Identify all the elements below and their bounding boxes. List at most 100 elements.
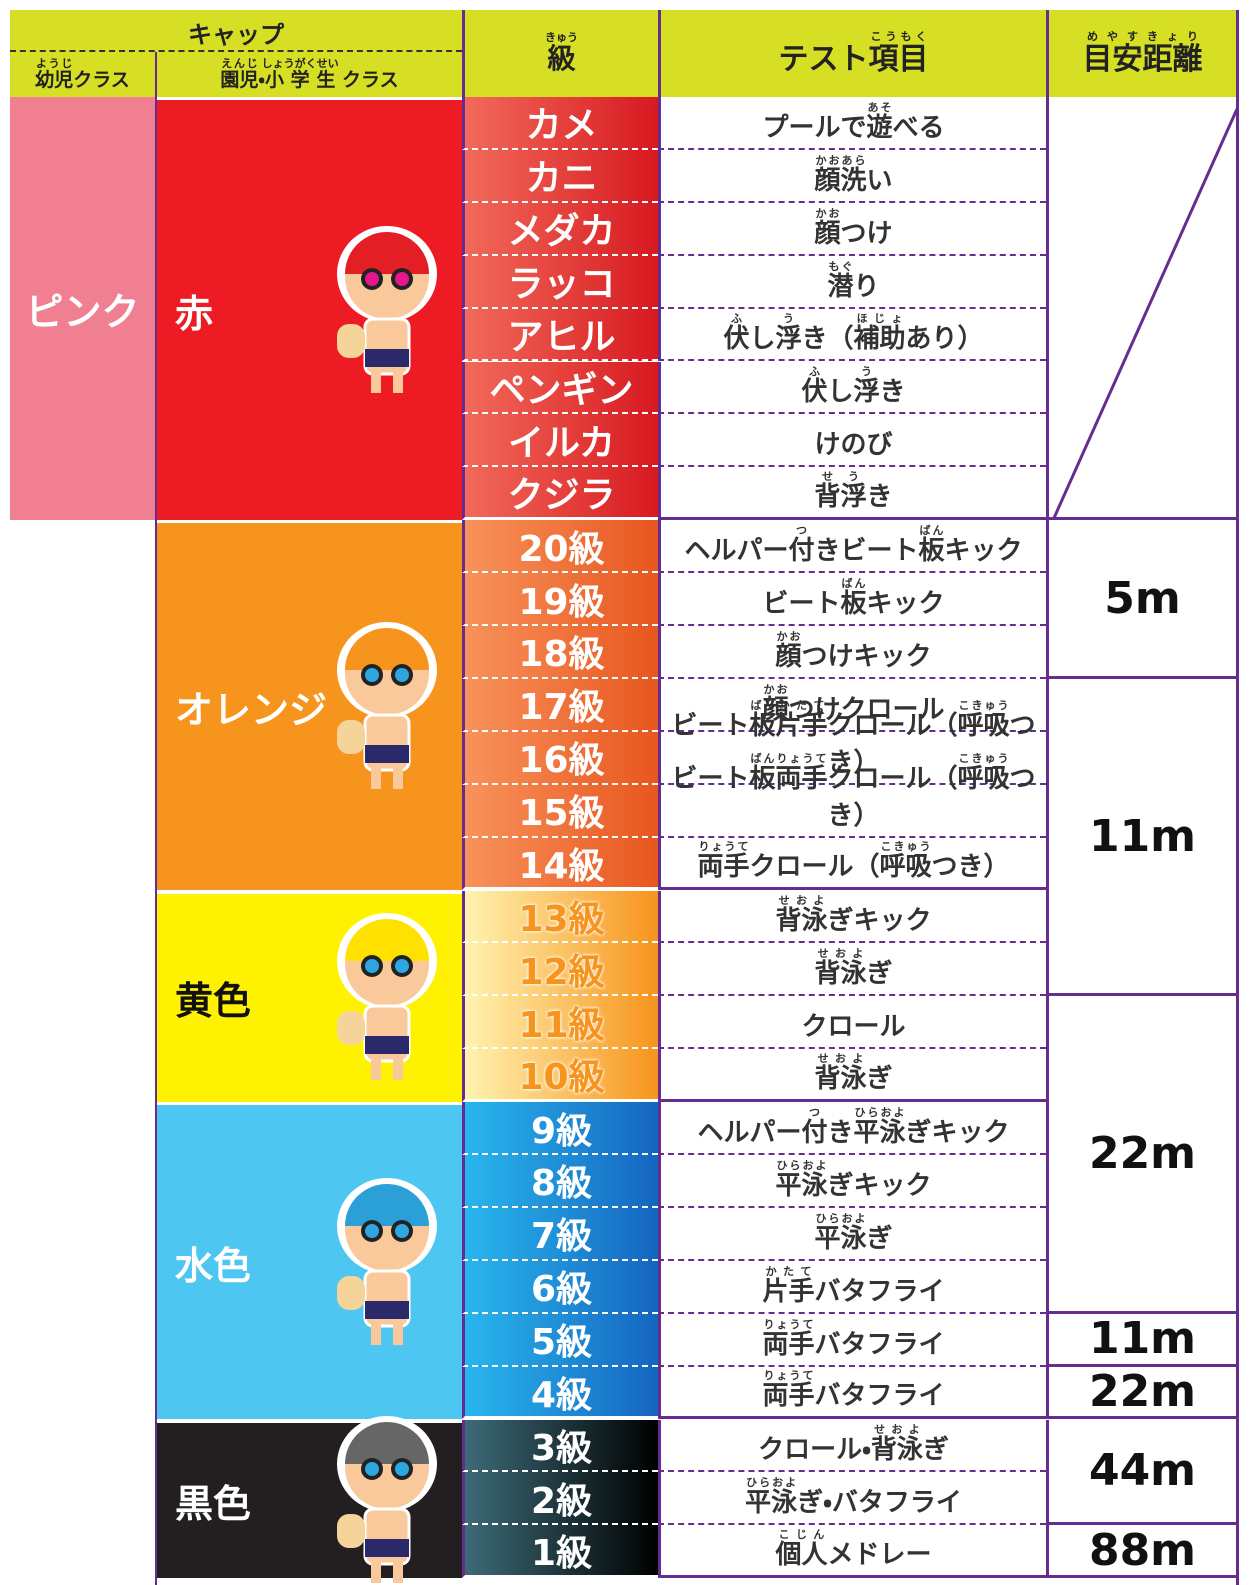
reading: こうもく bbox=[868, 29, 929, 43]
test-cell: クロール・背泳せおよぎ bbox=[658, 1419, 1046, 1473]
ruby-text: 浮う bbox=[775, 312, 801, 354]
text: 44m bbox=[1088, 1445, 1197, 1497]
ruby-text: 背せ bbox=[814, 470, 840, 512]
distance-cell: 5m bbox=[1046, 520, 1236, 679]
base: 平泳 bbox=[745, 1488, 798, 1519]
reading: こきゅう bbox=[879, 840, 932, 854]
base: ぎ bbox=[866, 1223, 893, 1254]
reading: かおあら bbox=[814, 153, 867, 167]
distance-cell: 88m bbox=[1046, 1525, 1236, 1579]
text: 園児えんじ・小学生しょうがくせい クラス bbox=[220, 57, 398, 92]
base: 補助 bbox=[853, 324, 906, 355]
base: ビート bbox=[671, 763, 750, 794]
level-cell: イルカ bbox=[462, 414, 658, 468]
base: ヘルパー bbox=[684, 536, 789, 567]
swimmer-icon bbox=[337, 1415, 437, 1583]
base: つけ bbox=[840, 218, 893, 249]
base: 浮 bbox=[853, 377, 880, 408]
base: クロール・ bbox=[758, 1435, 871, 1466]
level-cell: 6級 bbox=[462, 1260, 658, 1314]
base: キック bbox=[866, 588, 945, 619]
reading: せおよ bbox=[775, 894, 828, 908]
base: 園児 bbox=[220, 69, 259, 91]
reading: ようじ bbox=[35, 57, 74, 70]
text: クロール bbox=[801, 1006, 905, 1043]
distance-blank bbox=[1046, 97, 1239, 521]
ruby-text: 両手りょうて bbox=[775, 752, 827, 794]
swimmer-icon bbox=[337, 1177, 437, 1345]
text: 19級 bbox=[518, 581, 605, 623]
base: バタフライ bbox=[814, 1329, 945, 1360]
level-cell: 4級 bbox=[462, 1366, 658, 1420]
reading: えんじ bbox=[220, 57, 259, 70]
text: 両手りょうてバタフライ bbox=[762, 1369, 944, 1412]
ruby-text: 小学生しょうがくせい bbox=[262, 57, 339, 91]
ruby-text: 顔かお bbox=[814, 207, 841, 249]
ruby-text: 呼吸こきゅう bbox=[958, 699, 1010, 741]
base: り bbox=[853, 271, 880, 302]
test-cell: 背せ浮うき bbox=[658, 467, 1046, 521]
text: 背泳せおよぎ bbox=[814, 1052, 892, 1095]
text: 5級 bbox=[530, 1322, 593, 1364]
header-distance: 目安めやす距離きょり bbox=[1046, 10, 1236, 97]
test-cell: 顔かおつけキック bbox=[658, 626, 1046, 679]
base: つき） bbox=[827, 710, 1036, 778]
base: し bbox=[749, 324, 776, 355]
test-cell: 平泳ひらおよぎ・バタフライ bbox=[658, 1472, 1046, 1526]
distance-cell: 22m bbox=[1046, 996, 1236, 1314]
text: 水色 bbox=[175, 1243, 252, 1288]
ruby-text: 背泳せおよ bbox=[814, 1052, 866, 1094]
test-cell: プールで遊あそべる bbox=[658, 97, 1046, 150]
ruby-text: 伏ふ bbox=[723, 312, 749, 354]
ruby-text: 平泳ひらおよ bbox=[775, 1159, 827, 1201]
text: 18級 bbox=[518, 634, 605, 676]
text: 7級 bbox=[530, 1216, 593, 1258]
text: 平泳ひらおよぎ bbox=[814, 1212, 892, 1255]
ruby-text: 両手りょうて bbox=[697, 840, 749, 882]
test-cell: 顔かおつけ bbox=[658, 202, 1046, 256]
ruby-text: 浮う bbox=[840, 470, 866, 512]
ruby-text: 付つ bbox=[788, 524, 814, 566]
base: べる bbox=[892, 112, 945, 143]
ruby-text: 浮う bbox=[853, 365, 880, 408]
ruby-text: 顔かお bbox=[762, 683, 788, 725]
reading: ひらおよ bbox=[814, 1211, 867, 1225]
test-cell: 平泳ひらおよぎキック bbox=[658, 1155, 1046, 1208]
test-cell: ヘルパー付つき平泳ひらおよぎキック bbox=[658, 1102, 1046, 1155]
base: 付 bbox=[801, 1117, 828, 1148]
header-youji: 幼児ようじクラス bbox=[10, 52, 157, 97]
ruby-text: 付つ bbox=[801, 1106, 828, 1148]
base: クロール bbox=[801, 1012, 906, 1043]
base: 背泳 bbox=[870, 1435, 923, 1466]
reading: せおよ bbox=[814, 1052, 867, 1066]
base: 片手 bbox=[775, 710, 828, 741]
text: プールで遊あそべる bbox=[762, 101, 944, 144]
text: クロール・背泳せおよぎ bbox=[758, 1423, 949, 1466]
text: ビート板ばんキック bbox=[762, 577, 944, 620]
text: 平泳ひらおよぎキック bbox=[775, 1159, 931, 1202]
reading: きゅう bbox=[545, 30, 578, 44]
base: 板 bbox=[918, 536, 945, 567]
text: 顔かおつけ bbox=[814, 207, 892, 250]
base: 顔 bbox=[814, 218, 841, 249]
reading: こきゅう bbox=[957, 751, 1010, 765]
level-cell: 16級 bbox=[462, 731, 658, 785]
base: し bbox=[827, 377, 854, 408]
base: クロール（ bbox=[827, 710, 958, 741]
base: 背泳 bbox=[775, 906, 828, 937]
ruby-text: 級きゅう bbox=[545, 31, 578, 75]
reading: ばん bbox=[749, 698, 776, 712]
text: 12級 bbox=[518, 951, 605, 993]
level-cell: 8級 bbox=[462, 1155, 658, 1208]
level-cell: 15級 bbox=[462, 784, 658, 838]
header-cap: キャップ bbox=[10, 10, 462, 52]
test-cell: 顔かおつけクロール bbox=[658, 678, 1046, 732]
text: イルカ bbox=[508, 422, 615, 464]
base: 背泳 bbox=[814, 959, 867, 990]
text: キャップ bbox=[188, 15, 284, 50]
text: 5m bbox=[1104, 572, 1181, 624]
base: 級 bbox=[545, 41, 578, 75]
base: 平泳 bbox=[814, 1223, 867, 1254]
ruby-text: 幼児ようじ bbox=[35, 57, 73, 91]
youji-pink: ピンク bbox=[10, 97, 157, 521]
